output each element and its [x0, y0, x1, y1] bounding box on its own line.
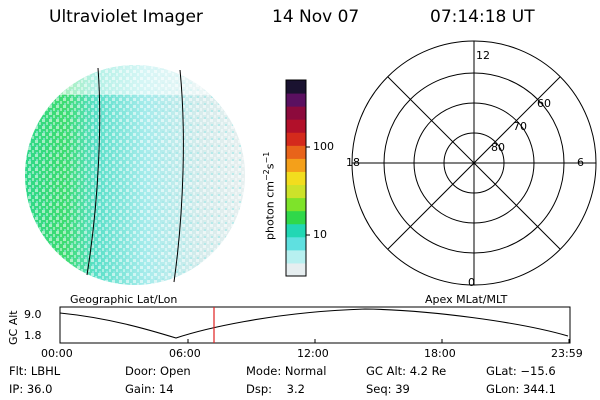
colorbar-swatch [286, 158, 306, 172]
geo-panel-caption: Geographic Lat/Lon [70, 293, 178, 306]
polar-diagonal [387, 76, 561, 250]
colorbar-swatch [286, 236, 306, 251]
filter-field: Flt: LBHL [9, 364, 61, 378]
time-label: 07:14:18 UT [430, 7, 535, 27]
door-field: Door: Open [125, 364, 191, 378]
date-label: 14 Nov 07 [272, 7, 360, 27]
mlt-label-0: 0 [468, 276, 475, 289]
dsp-field: Dsp: 3.2 [246, 382, 305, 396]
mlt-label-18: 18 [346, 156, 360, 169]
gc-alt-field: GC Alt: 4.2 Re [366, 364, 447, 378]
time-tick-0600: 06:00 [169, 347, 201, 360]
colorbar-swatch [286, 184, 306, 199]
colorbar-swatch [286, 249, 306, 264]
colorbar-swatch [286, 223, 306, 238]
glat-field: GLat: −15.6 [486, 364, 556, 378]
colorbar-swatch [286, 262, 306, 277]
gain-field: Gain: 14 [125, 382, 174, 396]
mlt-label-12: 12 [476, 49, 490, 62]
mlat-label-80: 80 [491, 141, 505, 154]
instrument-title: Ultraviolet Imager [49, 7, 203, 27]
time-tick-1200: 12:00 [297, 347, 329, 360]
colorbar-swatches [286, 80, 306, 277]
seq-field: Seq: 39 [366, 382, 410, 396]
time-tick-2359: 23:59 [551, 347, 583, 360]
mode-field: Mode: Normal [246, 364, 327, 378]
altitude-axis-label: GC Alt [7, 310, 20, 345]
longitude-line [86, 67, 101, 276]
colorbar-swatch [286, 106, 306, 120]
colorbar-swatch [286, 171, 306, 186]
colorbar-swatch [286, 145, 306, 159]
colorbar-swatch [286, 119, 306, 133]
colorbar-swatch [286, 132, 306, 146]
time-tick-0000: 00:00 [41, 347, 73, 360]
colorbar-swatch [286, 93, 306, 107]
polar-panel-caption: Apex MLat/MLT [425, 293, 508, 306]
colorbar-tick-100: 100 [313, 140, 334, 153]
altitude-curve [59, 308, 569, 339]
colorbar-swatch [286, 80, 306, 94]
altitude-tick-low: 1.8 [24, 329, 42, 342]
mlt-label-6: 6 [577, 156, 584, 169]
ip-field: IP: 36.0 [9, 382, 53, 396]
glon-field: GLon: 344.1 [486, 382, 556, 396]
longitude-line [173, 69, 184, 283]
mlat-label-70: 70 [513, 120, 527, 133]
time-tick-1800: 18:00 [424, 347, 456, 360]
colorbar-tick-10: 10 [313, 228, 327, 241]
colorbar-swatch [286, 197, 306, 212]
uv-aurora-image [25, 65, 245, 285]
altitude-tick-high: 9.0 [24, 308, 42, 321]
mlat-label-60: 60 [537, 97, 551, 110]
colorbar-swatch [286, 210, 306, 225]
